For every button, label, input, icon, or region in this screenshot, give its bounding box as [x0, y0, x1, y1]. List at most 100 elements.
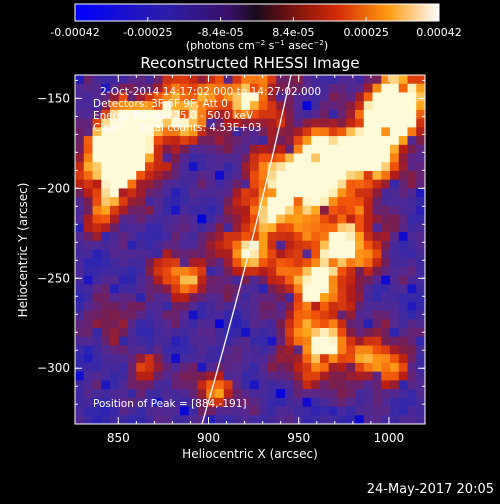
x-tick-label: 950	[287, 431, 310, 445]
image-pixel	[250, 101, 260, 111]
image-pixel	[407, 197, 417, 207]
image-pixel	[153, 284, 163, 294]
image-pixel	[180, 170, 190, 181]
image-pixel	[110, 101, 120, 111]
image-pixel	[180, 101, 190, 111]
image-pixel	[250, 301, 260, 312]
image-pixel	[197, 328, 207, 338]
image-pixel	[232, 266, 242, 277]
image-pixel	[258, 205, 268, 216]
image-pixel	[75, 144, 85, 155]
image-pixel	[232, 83, 242, 93]
image-pixel	[110, 232, 120, 242]
image-pixel	[127, 336, 137, 346]
image-pixel	[311, 266, 321, 277]
image-pixel	[83, 109, 93, 120]
image-pixel	[215, 109, 225, 120]
image-pixel	[223, 127, 233, 137]
image-pixel	[162, 258, 172, 268]
image-pixel	[188, 83, 198, 93]
image-pixel	[293, 179, 303, 189]
image-pixel	[355, 328, 365, 338]
image-pixel	[145, 293, 155, 303]
image-pixel	[75, 336, 85, 346]
image-pixel	[83, 144, 93, 155]
image-pixel	[180, 258, 190, 268]
image-pixel	[215, 144, 225, 155]
image-pixel	[83, 83, 93, 93]
image-pixel	[372, 232, 382, 242]
image-pixel	[381, 380, 391, 390]
image-pixel	[197, 284, 207, 294]
image-pixel	[276, 336, 286, 346]
image-pixel	[337, 319, 347, 329]
image-pixel	[311, 406, 321, 416]
image-pixel	[83, 223, 93, 233]
image-pixel	[188, 371, 198, 381]
image-pixel	[232, 397, 242, 408]
image-pixel	[145, 319, 155, 329]
colorbar-tick-label: 8.4e-05	[272, 26, 314, 39]
image-pixel	[83, 354, 93, 364]
image-pixel	[285, 144, 295, 155]
image-pixel	[101, 328, 111, 338]
image-pixel	[136, 179, 146, 189]
image-pixel	[311, 310, 321, 320]
image-pixel	[267, 406, 277, 416]
image-pixel	[407, 205, 417, 216]
image-pixel	[267, 397, 277, 408]
image-pixel	[258, 415, 268, 424]
image-pixel	[328, 197, 338, 207]
image-pixel	[320, 266, 330, 277]
image-pixel	[153, 223, 163, 233]
image-pixel	[118, 205, 128, 216]
image-pixel	[258, 118, 268, 128]
image-pixel	[390, 240, 400, 250]
image-pixel	[276, 249, 286, 259]
image-pixel	[276, 144, 286, 155]
image-pixel	[381, 345, 391, 355]
image-pixel	[197, 92, 207, 102]
image-pixel	[390, 310, 400, 320]
image-pixel	[197, 389, 207, 399]
image-pixel	[398, 249, 408, 259]
image-pixel	[285, 301, 295, 312]
image-pixel	[118, 197, 128, 207]
image-pixel	[136, 75, 146, 85]
image-pixel	[390, 362, 400, 373]
image-pixel	[416, 223, 425, 233]
image-pixel	[145, 127, 155, 137]
image-pixel	[223, 389, 233, 399]
image-pixel	[250, 179, 260, 189]
image-pixel	[188, 319, 198, 329]
image-pixel	[346, 179, 356, 189]
image-pixel	[101, 415, 111, 424]
image-pixel	[267, 293, 277, 303]
image-pixel	[162, 162, 172, 172]
image-pixel	[311, 127, 321, 137]
image-pixel	[83, 240, 93, 250]
image-pixel	[92, 205, 102, 216]
image-pixel	[250, 406, 260, 416]
image-pixel	[153, 197, 163, 207]
image-pixel	[188, 127, 198, 137]
image-pixel	[276, 319, 286, 329]
image-pixel	[223, 249, 233, 259]
image-pixel	[101, 389, 111, 399]
image-pixel	[241, 75, 251, 85]
image-pixel	[75, 170, 85, 181]
image-pixel	[398, 336, 408, 346]
image-pixel	[215, 354, 225, 364]
image-pixel	[258, 214, 268, 224]
image-pixel	[75, 275, 85, 285]
image-pixel	[372, 336, 382, 346]
image-pixel	[381, 223, 391, 233]
image-pixel	[363, 371, 373, 381]
image-pixel	[285, 345, 295, 355]
image-pixel	[302, 389, 312, 399]
image-pixel	[285, 83, 295, 93]
image-pixel	[75, 162, 85, 172]
image-pixel	[267, 170, 277, 181]
image-pixel	[285, 170, 295, 181]
image-pixel	[311, 170, 321, 181]
